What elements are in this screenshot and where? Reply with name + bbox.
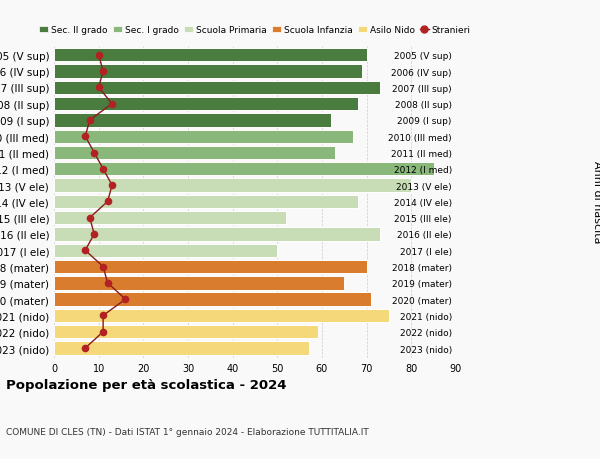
Bar (54, 146, 335, 160)
Bar (54, 244, 277, 257)
Bar (54, 260, 367, 274)
Text: Anni di nascita: Anni di nascita (592, 161, 600, 243)
Legend: Sec. II grado, Sec. I grado, Scuola Primaria, Scuola Infanzia, Asilo Nido, Stran: Sec. II grado, Sec. I grado, Scuola Prim… (40, 26, 470, 35)
Bar (54, 341, 308, 355)
Bar (54, 82, 380, 95)
Bar (54, 130, 353, 144)
Bar (54, 163, 434, 176)
Bar (54, 49, 367, 62)
Bar (54, 179, 412, 192)
Bar (54, 293, 371, 306)
Bar (54, 195, 358, 209)
Text: Popolazione per età scolastica - 2024: Popolazione per età scolastica - 2024 (6, 379, 287, 392)
Bar (54, 228, 380, 241)
Bar (54, 212, 286, 225)
Text: COMUNE DI CLES (TN) - Dati ISTAT 1° gennaio 2024 - Elaborazione TUTTITALIA.IT: COMUNE DI CLES (TN) - Dati ISTAT 1° genn… (6, 427, 369, 436)
Bar (54, 114, 331, 127)
Bar (54, 325, 317, 339)
Bar (54, 277, 344, 290)
Bar (54, 309, 389, 322)
Bar (54, 98, 358, 111)
Bar (54, 65, 362, 78)
